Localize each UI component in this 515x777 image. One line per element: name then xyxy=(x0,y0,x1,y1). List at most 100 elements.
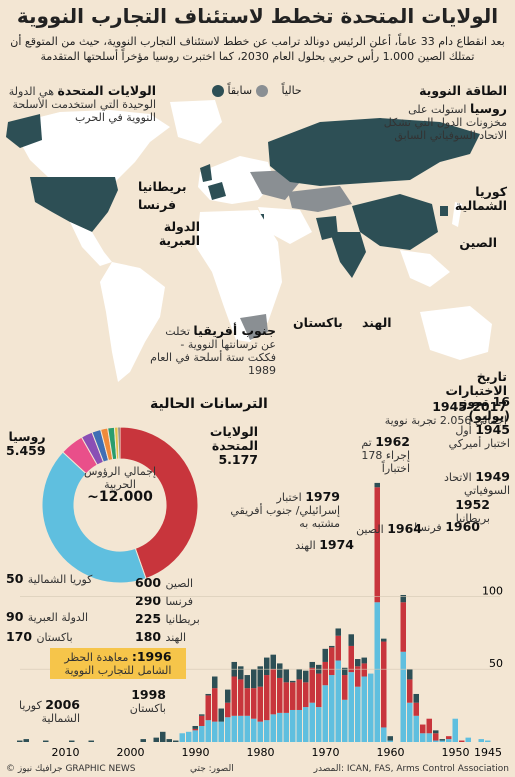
test-bar-1958-s0 xyxy=(400,651,406,742)
test-bar-1964-s1 xyxy=(361,663,367,677)
test-bar-2016-s2 xyxy=(23,739,29,742)
event-text: بريطانيا xyxy=(455,512,490,525)
x-tick-label: 1950 xyxy=(442,746,470,759)
test-bar-1965-s1 xyxy=(355,666,361,687)
test-bar-2013-s2 xyxy=(43,740,49,742)
event-text: كوريا الشمالية xyxy=(19,699,80,725)
test-bar-1974-s1 xyxy=(296,679,302,710)
event-year: 2006 xyxy=(45,697,80,712)
test-bar-1967-s0 xyxy=(342,699,348,742)
legend-current-label: حالياً xyxy=(281,84,302,97)
test-bar-1958-s2 xyxy=(400,594,406,603)
timeline-event: 1952 بريطانيا xyxy=(420,498,490,525)
test-bar-1952-s0 xyxy=(439,740,445,742)
test-bar-1992-s0 xyxy=(179,733,185,742)
test-bar-1974-s0 xyxy=(296,709,302,742)
test-bar-1970-s2 xyxy=(322,648,328,662)
source-credit: المصدر: ICAN, FAS, Arms Control Associat… xyxy=(313,764,509,774)
tests-timeline: 1945 1950 1960 1970 1980 1990 2000 2010 100 50 xyxy=(17,482,503,759)
test-bar-1970-s0 xyxy=(322,685,328,742)
test-bar-1998-s2 xyxy=(140,739,146,742)
event-year: 1949 xyxy=(475,469,510,484)
event-year: 1962 xyxy=(375,434,410,449)
test-bar-1985-s2 xyxy=(225,689,231,703)
russia-note: استولت على مخزونات الدول التي تشكل الاتح… xyxy=(383,103,507,142)
timeline-event: 16 تموز (يوليو) 1945 أول اختبار أميركي xyxy=(436,395,510,450)
world-map xyxy=(6,100,492,382)
test-bar-1983-s0 xyxy=(238,715,244,742)
test-bar-1969-s0 xyxy=(329,675,335,742)
test-bar-1978-s2 xyxy=(270,654,276,670)
legend-former-label: سابقاً xyxy=(227,84,253,97)
test-bar-1954-s0 xyxy=(426,733,432,742)
map-france xyxy=(208,182,226,200)
x-tick-label: 1960 xyxy=(377,746,405,759)
donut-small-item: الدولة العبرية 90 xyxy=(6,610,88,624)
test-bar-1966-s2 xyxy=(348,634,354,646)
test-bar-1968-s0 xyxy=(335,660,341,742)
test-bar-1982-s0 xyxy=(244,715,250,742)
test-bar-1972-s0 xyxy=(309,702,315,742)
map-south-america xyxy=(100,262,165,382)
test-bar-1989-s0 xyxy=(199,725,205,742)
usa-label: الولايات المتحدة xyxy=(57,83,157,98)
event-year: 1964 xyxy=(387,521,422,536)
test-bar-1976-s2 xyxy=(283,669,289,683)
test-bar-1977-s2 xyxy=(277,663,283,678)
x-tick-label: 2010 xyxy=(52,746,80,759)
map-japan xyxy=(452,202,462,227)
page-subtitle: بعد انقطاع دام 33 عاماً، أعلن الرئيس دون… xyxy=(10,35,505,63)
test-bar-1975-s0 xyxy=(290,709,296,742)
test-bar-1967-s2 xyxy=(342,667,348,676)
legend-current-swatch xyxy=(212,85,224,97)
test-bar-1972-s1 xyxy=(309,667,315,703)
test-bar-1984-s1 xyxy=(231,676,237,716)
event-text: باكستان xyxy=(129,702,166,715)
donut-small-label: باكستان xyxy=(36,631,73,644)
test-bar-1994-s2 xyxy=(166,739,172,742)
nuclear-power-heading: الطاقة النووية xyxy=(419,83,507,98)
test-bar-1989-s2 xyxy=(199,714,205,716)
test-bar-1961-s0 xyxy=(381,727,387,742)
test-bar-1957-s1 xyxy=(407,679,413,703)
test-bar-1989-s1 xyxy=(199,715,205,726)
donut-small-item: باكستان 170 xyxy=(6,630,73,644)
map-australia xyxy=(420,306,492,360)
test-bar-1976-s1 xyxy=(283,682,289,713)
event-year: 16 تموز (يوليو) 1945 xyxy=(460,394,510,437)
test-bar-1974-s2 xyxy=(296,669,302,680)
map-pakistan xyxy=(316,216,338,240)
donut-usa-value: 5.177 xyxy=(218,452,258,467)
y-tick-label: 100 xyxy=(482,584,503,597)
donut-small-label: كوريا الشمالية xyxy=(27,573,93,586)
test-bar-1953-s0 xyxy=(433,740,439,742)
map-alaska xyxy=(6,114,42,148)
test-bar-1988-s2 xyxy=(205,693,211,696)
test-bar-1980-s2 xyxy=(257,666,263,687)
test-bar-1951-s0 xyxy=(446,739,452,742)
event-text: تم إجراء 178 اختباراً xyxy=(361,436,410,475)
test-bar-1954-s1 xyxy=(426,718,432,734)
test-bar-1953-s2 xyxy=(433,730,439,734)
x-tick-label: 1990 xyxy=(182,746,210,759)
x-tick-label: 2000 xyxy=(117,746,145,759)
timeline-event: 1979 اختبار إسرائيلي/ جنوب أفريقي مشتبه … xyxy=(230,490,340,530)
test-bar-1966-s0 xyxy=(348,672,354,742)
treaty-year: 1996: xyxy=(131,649,172,664)
treaty-text: معاهدة الحظر الشامل للتجارب النووية xyxy=(64,651,172,677)
test-bar-1976-s0 xyxy=(283,712,289,742)
event-text: اختبار إسرائيلي/ جنوب أفريقي مشتبه به xyxy=(230,491,340,530)
test-bar-1955-s0 xyxy=(420,733,426,742)
test-bar-1985-s1 xyxy=(225,702,231,718)
donut-slice-russia xyxy=(119,426,199,580)
donut-small-value: 180 xyxy=(135,629,166,644)
donut-small-label: الهند xyxy=(165,631,187,644)
test-bar-1986-s2 xyxy=(218,708,224,722)
event-text: فرنسا xyxy=(414,521,446,534)
event-year: 1998 xyxy=(131,687,166,702)
test-bar-1953-s1 xyxy=(433,733,439,741)
x-tick-label: 1945 xyxy=(474,746,502,759)
test-bar-1979-s2 xyxy=(264,657,270,676)
test-bar-1980-s1 xyxy=(257,686,263,722)
timeline-event: 1974 الهند xyxy=(284,538,354,552)
